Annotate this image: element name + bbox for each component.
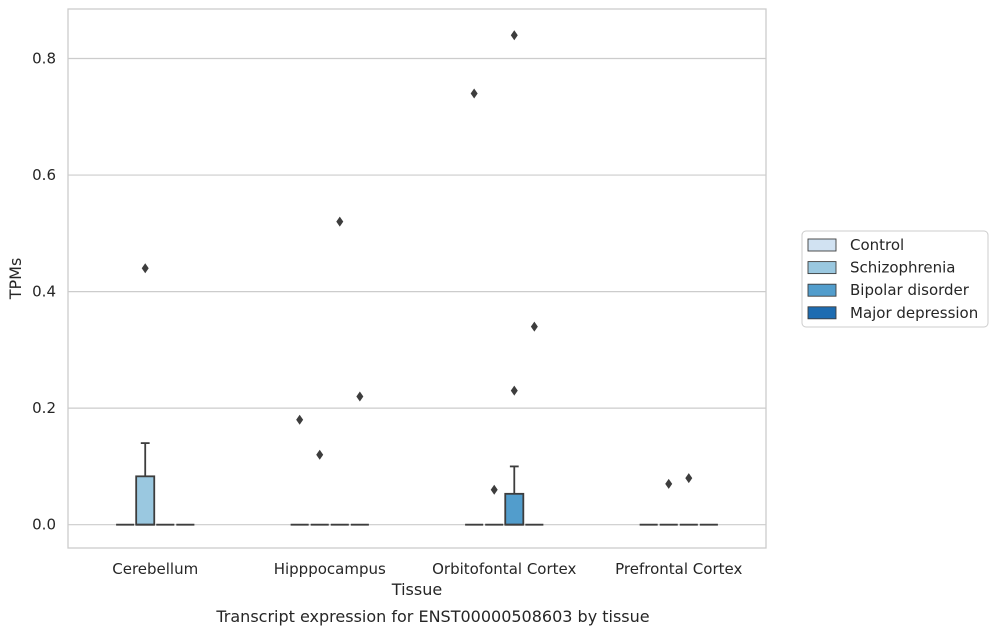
legend-item: Control: [807, 236, 904, 254]
legend-label: Bipolar disorder: [850, 281, 970, 299]
legend-label: Schizophrenia: [850, 259, 955, 277]
legend-swatch: [807, 306, 837, 320]
legend-frame: [801, 230, 989, 328]
outlier-point: [530, 321, 538, 332]
legend-label: Major depression: [850, 304, 978, 322]
box-plots: [116, 442, 718, 526]
box-cerebellum-schizophrenia: [135, 442, 156, 526]
outlier-point: [356, 391, 364, 402]
outlier-point: [490, 484, 498, 495]
plot-frame: [67, 8, 767, 549]
legend: Control Schizophrenia Bipolar disorder Majo…: [801, 230, 989, 328]
y-tick-labels: 0.0 0.2 0.4 0.6 0.8: [32, 50, 56, 534]
grid-lines: [68, 57, 766, 526]
outlier-point: [510, 30, 518, 41]
outlier-points: [141, 30, 693, 495]
box-body: [135, 475, 156, 526]
x-tick-label: Hipppocampus: [274, 560, 386, 578]
x-tick-label: Orbitofontal Cortex: [432, 560, 576, 578]
outlier-point: [665, 478, 673, 489]
outlier-point: [336, 216, 344, 227]
y-tick-label: 0.2: [32, 399, 56, 417]
y-tick-label: 0.8: [32, 50, 56, 68]
outlier-point: [316, 449, 324, 460]
legend-swatch: [807, 283, 837, 297]
legend-item: Schizophrenia: [807, 259, 955, 277]
legend-label: Control: [850, 236, 904, 254]
x-tick-label: Cerebellum: [112, 560, 198, 578]
legend-swatch: [807, 261, 837, 275]
outlier-point: [685, 473, 693, 484]
legend-item: Major depression: [807, 304, 978, 322]
outlier-point: [296, 414, 304, 425]
outlier-point: [470, 88, 478, 99]
legend-swatch: [807, 238, 837, 252]
legend-item: Bipolar disorder: [807, 281, 970, 299]
y-tick-label: 0.0: [32, 516, 56, 534]
box-orbitofontal-cortex-bipolar-disorder: [504, 465, 525, 526]
box-body: [504, 492, 525, 526]
y-axis-label: TPMs: [6, 258, 25, 301]
outlier-point: [510, 385, 518, 396]
outlier-point: [141, 263, 149, 274]
x-tick-labels: Cerebellum Hipppocampus Orbitofontal Corte…: [112, 560, 742, 578]
chart-caption: Transcript expression for ENST0000050860…: [215, 607, 649, 626]
y-tick-label: 0.4: [32, 283, 56, 301]
x-tick-label: Prefrontal Cortex: [615, 560, 742, 578]
y-tick-label: 0.6: [32, 166, 56, 184]
x-axis-label: Tissue: [391, 580, 442, 599]
